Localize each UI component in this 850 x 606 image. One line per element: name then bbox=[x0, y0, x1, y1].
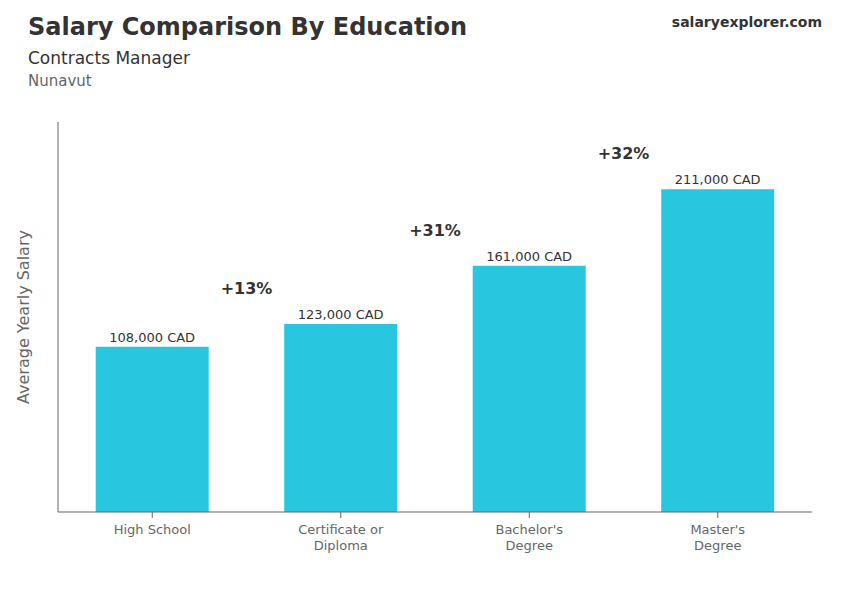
svg-text:Bachelor'sDegree: Bachelor'sDegree bbox=[495, 522, 563, 553]
svg-text:Certificate orDiploma: Certificate orDiploma bbox=[298, 522, 384, 553]
svg-text:+31%: +31% bbox=[409, 221, 461, 240]
html-text:Nunavut: Nunavut bbox=[28, 72, 92, 90]
svg-text:+13%: +13% bbox=[221, 279, 273, 298]
svg-text:211,000 CAD: 211,000 CAD bbox=[675, 172, 761, 187]
svg-text:108,000 CAD: 108,000 CAD bbox=[109, 330, 195, 345]
html-text:Salary Comparison By Education: Salary Comparison By Education bbox=[28, 13, 468, 41]
svg-text:Master'sDegree: Master'sDegree bbox=[690, 522, 745, 553]
svg-text:123,000 CAD: 123,000 CAD bbox=[298, 307, 384, 322]
html-text:salary explorer.com: salary explorer.com bbox=[671, 14, 822, 30]
html-text:Contracts Manager: Contracts Manager bbox=[28, 48, 190, 68]
svg-text:+32%: +32% bbox=[598, 144, 650, 163]
svg-text:161,000 CAD: 161,000 CAD bbox=[486, 249, 572, 264]
svg-text:Average Yearly Salary: Average Yearly Salary bbox=[14, 230, 33, 404]
svg-text:High School: High School bbox=[114, 522, 191, 537]
